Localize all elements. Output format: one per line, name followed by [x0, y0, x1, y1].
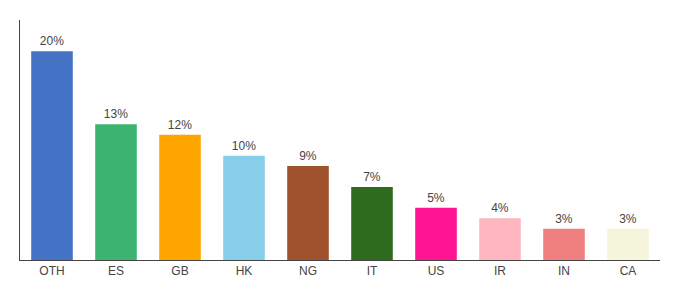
svg-text:OTH: OTH [39, 264, 64, 278]
svg-text:3%: 3% [619, 212, 637, 226]
svg-text:IR: IR [494, 264, 506, 278]
svg-text:CA: CA [620, 264, 637, 278]
svg-text:12%: 12% [168, 118, 192, 132]
svg-text:9%: 9% [299, 149, 317, 163]
svg-text:NG: NG [299, 264, 317, 278]
svg-text:3%: 3% [555, 212, 573, 226]
svg-text:GB: GB [171, 264, 188, 278]
svg-text:ES: ES [108, 264, 124, 278]
svg-text:5%: 5% [427, 191, 445, 205]
svg-text:20%: 20% [40, 34, 64, 48]
svg-text:7%: 7% [363, 170, 381, 184]
svg-text:US: US [428, 264, 445, 278]
svg-text:4%: 4% [491, 201, 509, 215]
svg-text:HK: HK [236, 264, 253, 278]
svg-text:IN: IN [558, 264, 570, 278]
svg-text:13%: 13% [104, 107, 128, 121]
svg-text:10%: 10% [232, 139, 256, 153]
svg-text:IT: IT [367, 264, 378, 278]
